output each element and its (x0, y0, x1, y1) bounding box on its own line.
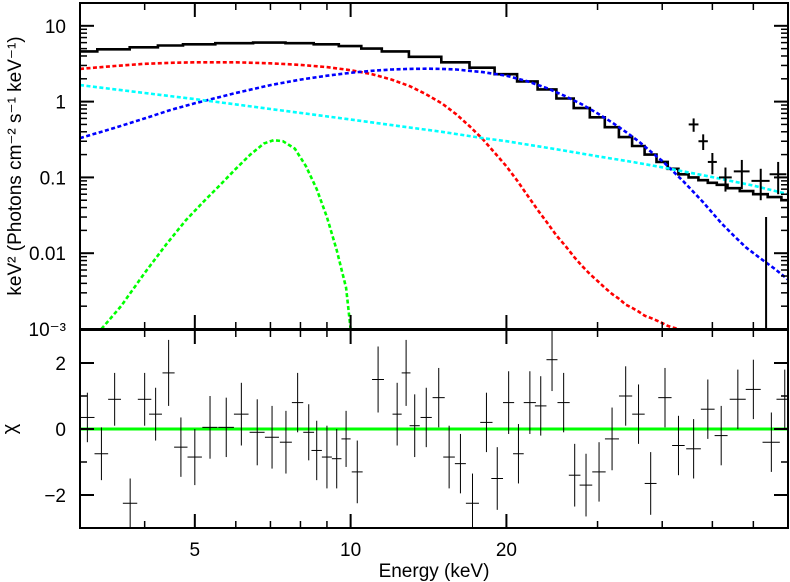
residual-data-point (372, 346, 384, 413)
residual-data-point (700, 379, 715, 439)
residuals-series-layer (80, 330, 788, 528)
residual-data-point (776, 369, 788, 429)
residual-data-point (392, 382, 402, 446)
residual-data-point (658, 367, 672, 428)
y-tick-label: 2 (55, 354, 66, 375)
residuals-y-axis-label: χ (0, 423, 21, 434)
residual-data-point (557, 372, 570, 433)
residuals-panel: 20−25 10 20 χ Energy (keV) (0, 329, 789, 582)
spectrum-y-axis-label: keV² (Photons cm⁻² s⁻¹ keV⁻¹) (5, 36, 26, 295)
residual-data-point (401, 339, 411, 406)
spectrum-panel: 10 1 0.1 0.01 10⁻³ keV² (Photons cm⁻² s⁻¹ ke… (5, 2, 789, 341)
residual-data-point (249, 399, 265, 466)
spectrum-data-point (698, 134, 708, 150)
y-tick-label: 10⁻³ (29, 320, 67, 341)
x-axis-label: Energy (keV) (379, 561, 490, 582)
residual-data-point (174, 417, 188, 477)
residual-data-point (618, 366, 633, 426)
residual-data-point (149, 387, 162, 441)
residual-data-point (137, 372, 152, 426)
residual-data-point (162, 339, 175, 406)
residual-data-point (592, 442, 606, 502)
x-tick-label: 5 (190, 540, 201, 561)
spectrum-data-point (733, 159, 750, 190)
residual-data-point (351, 440, 363, 504)
residual-data-point (264, 405, 279, 469)
residual-data-point (513, 424, 524, 484)
y-tick-label: 0.1 (40, 168, 66, 189)
residual-data-point (279, 410, 292, 474)
residual-data-point (321, 425, 332, 489)
spectrum-data-point (751, 168, 770, 201)
residual-data-point (503, 371, 515, 434)
residual-data-point (568, 443, 581, 507)
y-tick-label: −2 (44, 486, 66, 507)
model-component-line-4 (100, 138, 352, 329)
x-tick-label: 10 (340, 540, 361, 561)
residuals-axes: 20−25 10 20 (44, 329, 789, 561)
residual-data-point (745, 359, 761, 420)
residual-data-point (94, 427, 109, 481)
residual-data-point (303, 404, 315, 461)
residual-data-point (233, 382, 249, 446)
residual-data-point (80, 392, 95, 443)
residual-data-point (454, 433, 466, 494)
residual-data-point (729, 369, 746, 429)
residual-data-point (465, 473, 479, 528)
spectrum-data-point (688, 118, 699, 132)
residual-data-point (202, 396, 218, 459)
residual-data-point (579, 453, 593, 517)
y-tick-label: 0.01 (29, 244, 66, 265)
residual-data-point (523, 371, 536, 434)
residual-data-point (311, 420, 322, 481)
residual-data-point (686, 419, 701, 479)
residual-data-point (341, 410, 351, 467)
residual-data-point (672, 415, 685, 476)
residual-data-point (546, 330, 558, 392)
spectrum-data-point (719, 167, 732, 192)
x-tick-label: 20 (496, 540, 517, 561)
spectrum-series-layer (80, 41, 788, 329)
residual-data-point (432, 367, 445, 428)
model-component-line-1 (80, 60, 679, 329)
y-tick-label: 10 (45, 17, 66, 38)
residual-data-point (409, 394, 420, 458)
residual-data-point (187, 429, 202, 486)
model-total-step-line (80, 41, 788, 202)
residual-data-point (762, 412, 780, 472)
residual-data-point (108, 372, 121, 426)
model-component-line-3 (80, 83, 788, 196)
residual-data-point (534, 376, 547, 436)
residual-data-point (291, 372, 304, 433)
residual-data-point (632, 384, 645, 444)
model-component-line-2 (80, 67, 788, 281)
residual-data-point (644, 452, 657, 515)
residual-data-point (122, 478, 138, 528)
residual-data-point (331, 429, 342, 489)
spectrum-data-point (707, 152, 717, 175)
y-tick-label: 0 (55, 420, 66, 441)
spectrum-frame (79, 2, 789, 330)
residual-data-point (443, 425, 455, 489)
residual-data-point (714, 405, 728, 466)
residual-data-point (491, 447, 504, 510)
residual-data-point (218, 397, 234, 458)
residual-data-point (604, 407, 619, 471)
residual-data-point (480, 392, 493, 453)
residual-data-point (420, 387, 432, 448)
y-tick-label: 1 (55, 93, 66, 114)
